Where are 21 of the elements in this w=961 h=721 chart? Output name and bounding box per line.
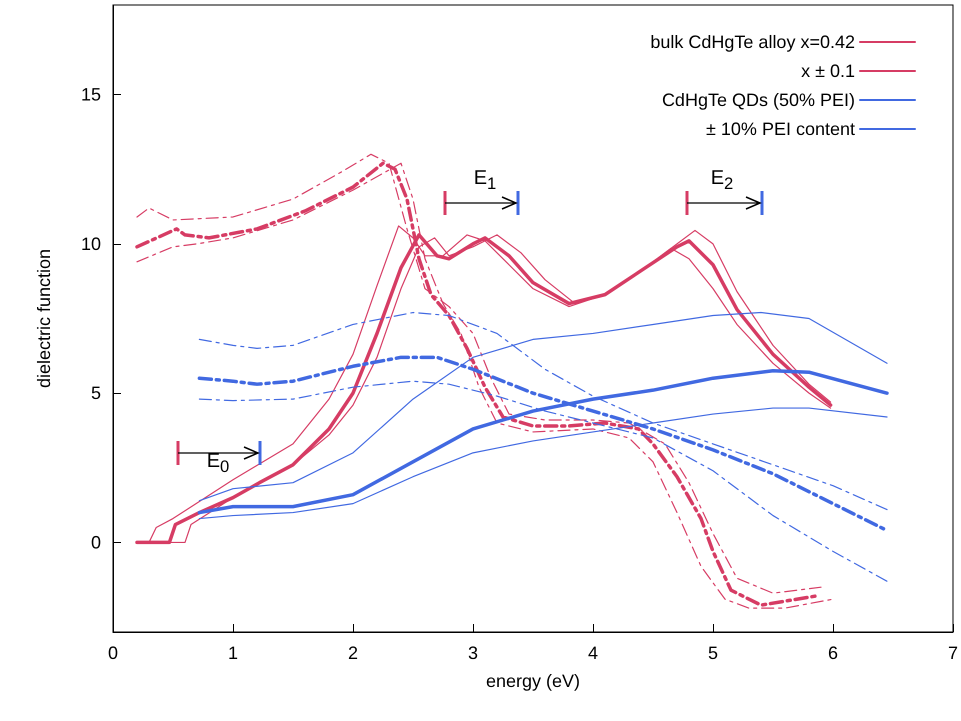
y-tick-label: 0 bbox=[90, 532, 101, 552]
x-tick-label: 6 bbox=[828, 643, 838, 663]
x-tick-label: 0 bbox=[108, 643, 118, 663]
y-tick-label: 15 bbox=[80, 84, 101, 105]
x-tick-label: 7 bbox=[948, 643, 958, 663]
x-tick-label: 3 bbox=[468, 643, 478, 663]
x-tick-label: 1 bbox=[228, 643, 238, 663]
annotation: E$_{1}$ bbox=[472, 166, 498, 195]
y-axis-title: dielectric function bbox=[34, 248, 54, 388]
x-tick-label: 2 bbox=[348, 643, 358, 663]
y-tick-label: 10 bbox=[80, 234, 101, 254]
legend-label: bulk CdHgTe alloy x=0.42 bbox=[650, 32, 855, 52]
legend-label: CdHgTe QDs (50% PEI) bbox=[662, 90, 855, 110]
x-tick-label: 5 bbox=[708, 643, 718, 663]
annotation: E$_{0}$ bbox=[206, 449, 230, 478]
x-axis-title: energy (eV) bbox=[486, 671, 580, 691]
y-tick-label: 5 bbox=[90, 383, 101, 404]
legend-label: ± 10% PEI content bbox=[706, 119, 855, 139]
annotation: E$_{2}$ bbox=[710, 166, 734, 195]
legend-label: x ± 0.1 bbox=[801, 61, 855, 81]
x-tick-label: 4 bbox=[588, 643, 598, 663]
